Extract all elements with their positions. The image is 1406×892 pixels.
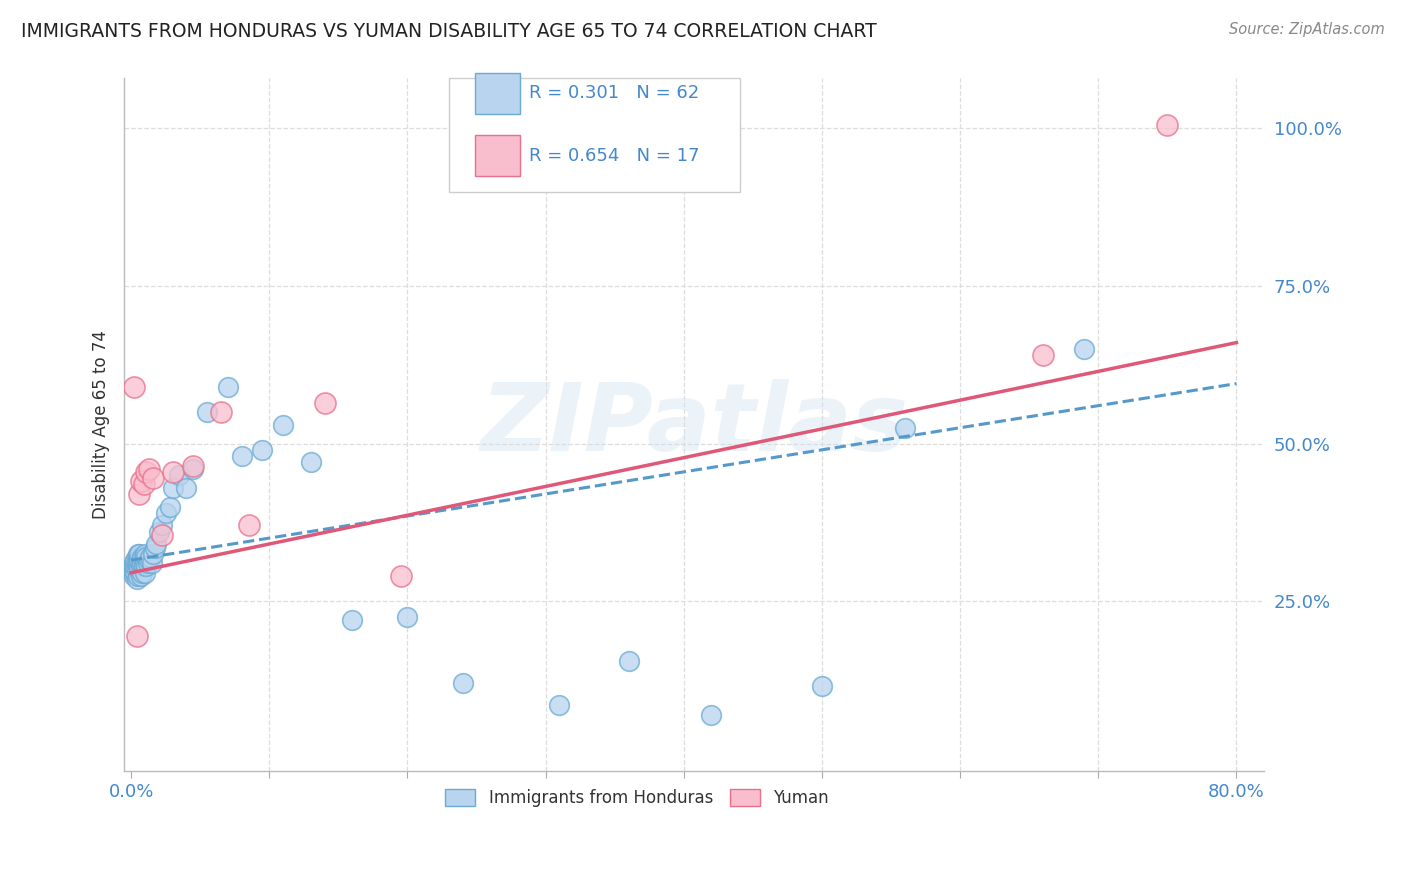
Point bbox=[131, 566, 153, 580]
Point bbox=[124, 559, 146, 574]
Point bbox=[155, 506, 177, 520]
Point bbox=[145, 537, 167, 551]
Point bbox=[150, 528, 173, 542]
Point bbox=[136, 557, 159, 571]
Point bbox=[122, 563, 145, 577]
Point bbox=[131, 557, 153, 571]
Point bbox=[159, 500, 181, 514]
Point bbox=[894, 421, 917, 435]
Point bbox=[121, 566, 143, 580]
Point bbox=[548, 698, 571, 713]
Point bbox=[617, 654, 640, 668]
Point bbox=[125, 549, 148, 564]
Point bbox=[124, 553, 146, 567]
Point bbox=[396, 610, 419, 624]
Legend: Immigrants from Honduras, Yuman: Immigrants from Honduras, Yuman bbox=[437, 780, 837, 815]
Point bbox=[128, 553, 150, 567]
Point bbox=[125, 563, 148, 577]
Point bbox=[122, 557, 145, 571]
Text: R = 0.301   N = 62: R = 0.301 N = 62 bbox=[529, 85, 699, 103]
Point bbox=[141, 557, 163, 571]
Text: R = 0.654   N = 17: R = 0.654 N = 17 bbox=[529, 147, 699, 165]
Point bbox=[142, 547, 165, 561]
Point bbox=[122, 569, 145, 583]
Point bbox=[127, 553, 149, 567]
Text: ZIPatlas: ZIPatlas bbox=[479, 378, 908, 471]
Point bbox=[125, 629, 148, 643]
Point bbox=[138, 553, 160, 567]
Point bbox=[128, 487, 150, 501]
Text: IMMIGRANTS FROM HONDURAS VS YUMAN DISABILITY AGE 65 TO 74 CORRELATION CHART: IMMIGRANTS FROM HONDURAS VS YUMAN DISABI… bbox=[21, 22, 877, 41]
Point bbox=[142, 471, 165, 485]
Point bbox=[252, 442, 274, 457]
Point bbox=[127, 559, 149, 574]
Point bbox=[169, 468, 191, 483]
FancyBboxPatch shape bbox=[475, 73, 520, 114]
Point bbox=[121, 559, 143, 574]
Point bbox=[209, 405, 232, 419]
FancyBboxPatch shape bbox=[449, 78, 740, 193]
FancyBboxPatch shape bbox=[475, 136, 520, 177]
Point bbox=[1073, 342, 1095, 356]
Point bbox=[122, 380, 145, 394]
Point bbox=[129, 569, 152, 583]
Point bbox=[125, 572, 148, 586]
Point bbox=[128, 547, 150, 561]
Point bbox=[129, 559, 152, 574]
Y-axis label: Disability Age 65 to 74: Disability Age 65 to 74 bbox=[93, 330, 110, 519]
Point bbox=[128, 563, 150, 577]
Point bbox=[181, 461, 204, 475]
Point bbox=[135, 559, 157, 574]
Point bbox=[135, 549, 157, 564]
Point bbox=[134, 566, 156, 580]
Point bbox=[132, 477, 155, 491]
Point bbox=[131, 549, 153, 564]
Point bbox=[150, 518, 173, 533]
Point bbox=[162, 465, 184, 479]
Point bbox=[127, 547, 149, 561]
Point bbox=[138, 461, 160, 475]
Point bbox=[217, 380, 239, 394]
Point bbox=[162, 481, 184, 495]
Point bbox=[139, 549, 162, 564]
Point bbox=[129, 475, 152, 489]
Point bbox=[700, 707, 723, 722]
Point bbox=[132, 559, 155, 574]
Point bbox=[134, 557, 156, 571]
Point bbox=[299, 455, 322, 469]
Point bbox=[124, 566, 146, 580]
Point bbox=[134, 547, 156, 561]
Point bbox=[176, 481, 198, 495]
Point bbox=[143, 541, 166, 555]
Point bbox=[148, 524, 170, 539]
Point bbox=[1156, 118, 1178, 132]
Point bbox=[195, 405, 218, 419]
Point bbox=[132, 549, 155, 564]
Point bbox=[127, 569, 149, 583]
Point bbox=[271, 417, 294, 432]
Point bbox=[135, 465, 157, 479]
Point bbox=[231, 449, 253, 463]
Point bbox=[811, 679, 834, 693]
Point bbox=[451, 676, 474, 690]
Point bbox=[129, 553, 152, 567]
Point bbox=[389, 569, 412, 583]
Point bbox=[340, 613, 363, 627]
Point bbox=[181, 458, 204, 473]
Point bbox=[314, 395, 336, 409]
Point bbox=[1032, 348, 1054, 362]
Text: Source: ZipAtlas.com: Source: ZipAtlas.com bbox=[1229, 22, 1385, 37]
Point bbox=[125, 557, 148, 571]
Point bbox=[238, 518, 260, 533]
